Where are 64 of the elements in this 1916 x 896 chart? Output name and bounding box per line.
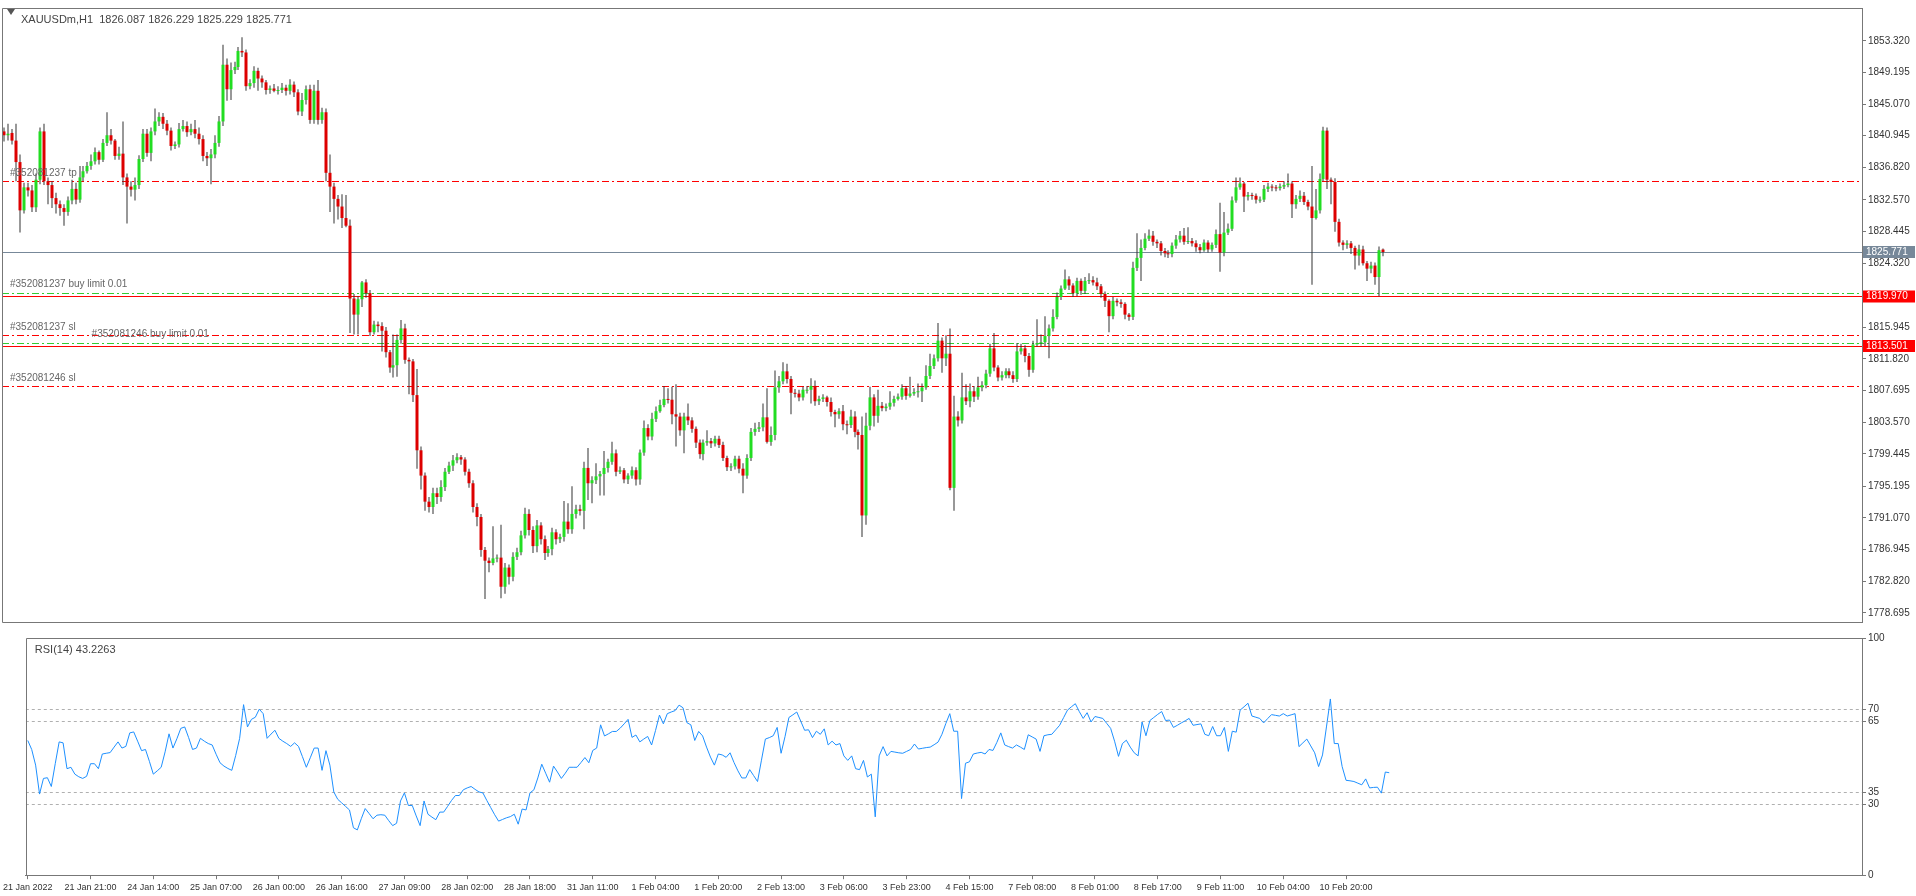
x-tick-label: 8 Feb 01:00 xyxy=(1070,882,1119,893)
x-tick-label: 3 Feb 06:00 xyxy=(819,882,868,893)
y-tick-label: 35 xyxy=(1868,785,1880,797)
candlestick xyxy=(1186,227,1190,245)
y-tick-label: 1807.695 xyxy=(1868,384,1911,396)
x-tick-label: 8 Feb 17:00 xyxy=(1133,882,1182,893)
x-tick-label: 1 Feb 20:00 xyxy=(694,882,743,893)
y-tick-label: 1782.820 xyxy=(1868,574,1911,586)
y-tick-label: 65 xyxy=(1868,714,1880,726)
y-tick-label: 100 xyxy=(1868,631,1886,643)
ref-line-label: #352081237 buy limit 0.01 xyxy=(10,278,128,290)
candlestick xyxy=(674,384,678,447)
candlestick xyxy=(705,430,709,446)
x-tick-label: 26 Jan 16:00 xyxy=(315,882,368,893)
candlestick xyxy=(1087,273,1091,284)
y-tick-label: 1849.195 xyxy=(1868,66,1911,78)
chart-title: RSI(14) 43.2263 xyxy=(34,642,116,655)
x-tick-label: 1 Feb 04:00 xyxy=(631,882,680,893)
y-tick-label: 30 xyxy=(1868,797,1880,809)
y-tick-label: 1811.820 xyxy=(1868,352,1910,364)
x-tick-label: 10 Feb 04:00 xyxy=(1256,882,1310,893)
ref-line-label: #352081246 sl xyxy=(10,372,76,384)
candlestick xyxy=(666,388,670,404)
x-tick-label: 10 Feb 20:00 xyxy=(1319,882,1373,893)
x-tick-label: 7 Feb 08:00 xyxy=(1008,882,1057,893)
x-tick-label: 21 Jan 2022 xyxy=(3,882,53,893)
y-tick-label: 1791.070 xyxy=(1868,511,1911,523)
x-tick-label: 26 Jan 00:00 xyxy=(252,882,305,893)
ref-line-label: #352081237 sl xyxy=(10,321,76,333)
ref-line-label: 1825.771 xyxy=(1866,245,1909,257)
y-tick-label: 1799.445 xyxy=(1868,447,1911,459)
candlestick xyxy=(1039,334,1043,347)
candlestick xyxy=(276,86,280,95)
x-tick-label: 27 Jan 09:00 xyxy=(378,882,431,893)
y-tick-label: 1828.445 xyxy=(1868,225,1911,237)
y-tick-label: 1815.945 xyxy=(1868,321,1911,333)
ref-line-label: 1813.501 xyxy=(1866,339,1909,351)
x-tick-label: 9 Feb 11:00 xyxy=(1196,882,1245,893)
y-tick-label: 1840.945 xyxy=(1868,129,1911,141)
x-tick-label: 28 Jan 02:00 xyxy=(441,882,494,893)
y-tick-label: 1803.570 xyxy=(1868,415,1911,427)
y-tick-label: 70 xyxy=(1868,702,1880,714)
y-tick-label: 0 xyxy=(1868,868,1874,880)
y-tick-label: 1836.820 xyxy=(1868,161,1911,173)
y-tick-label: 1778.695 xyxy=(1868,606,1911,618)
x-tick-label: 31 Jan 11:00 xyxy=(567,882,619,893)
candlestick xyxy=(1310,165,1314,285)
y-tick-label: 1853.320 xyxy=(1868,34,1911,46)
y-tick-label: 1845.070 xyxy=(1868,97,1911,109)
x-tick-label: 4 Feb 15:00 xyxy=(945,882,994,893)
candlestick xyxy=(1035,319,1039,347)
y-tick-label: 1786.945 xyxy=(1868,543,1911,555)
x-tick-label: 24 Jan 14:00 xyxy=(127,882,180,893)
y-tick-label: 1832.570 xyxy=(1868,193,1911,205)
candlestick xyxy=(845,420,849,435)
chart-title: XAUUSDm,H1 1826.087 1826.229 1825.229 1825.771 xyxy=(21,12,292,25)
y-tick-label: 1824.320 xyxy=(1868,256,1911,268)
x-tick-label: 2 Feb 13:00 xyxy=(757,882,806,893)
ref-line-label: 1819.970 xyxy=(1866,290,1909,302)
x-tick-label: 28 Jan 18:00 xyxy=(503,882,556,893)
y-tick-label: 1795.195 xyxy=(1868,480,1911,492)
x-tick-label: 21 Jan 21:00 xyxy=(64,882,117,893)
x-tick-label: 25 Jan 07:00 xyxy=(190,882,243,893)
x-tick-label: 3 Feb 23:00 xyxy=(882,882,931,893)
